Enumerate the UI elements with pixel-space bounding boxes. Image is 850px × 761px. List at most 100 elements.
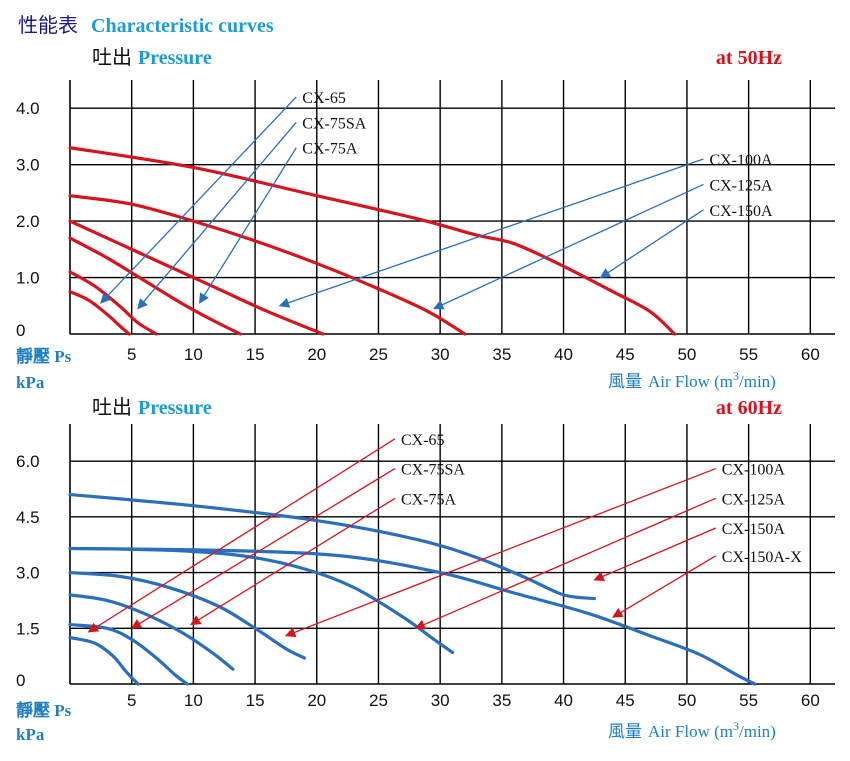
x-tick-label: 45 bbox=[616, 691, 635, 710]
x-tick-label: 55 bbox=[739, 345, 758, 364]
series-label: CX-150A bbox=[709, 203, 773, 220]
x-axis-label-tail: /min) bbox=[739, 372, 776, 391]
x-tick-label: 25 bbox=[369, 691, 388, 710]
chart-heading: 吐出 Pressure bbox=[92, 46, 212, 69]
label-arrow bbox=[100, 96, 297, 304]
series-label: CX-100A bbox=[709, 152, 773, 169]
label-arrow bbox=[414, 497, 717, 630]
series-label: CX-125A bbox=[722, 491, 786, 508]
x-tick-label: 30 bbox=[431, 345, 450, 364]
x-tick-label: 60 bbox=[801, 691, 820, 710]
x-axis-label-sup: 3 bbox=[733, 369, 739, 383]
x-axis-label-en: Air Flow (m bbox=[648, 722, 733, 741]
x-tick-label: 25 bbox=[369, 345, 388, 364]
y-tick-label: 1.0 bbox=[16, 269, 40, 288]
x-axis-label: 風量 Air Flow (m3/min) bbox=[608, 719, 776, 741]
series-line-cx-65 bbox=[68, 635, 140, 686]
label-arrow bbox=[599, 209, 704, 279]
y-tick-label: 2.0 bbox=[16, 212, 40, 231]
x-tick-label: 5 bbox=[127, 345, 136, 364]
x-axis-label-tail: /min) bbox=[739, 722, 776, 741]
y-tick-label: 4.5 bbox=[16, 508, 40, 527]
chart-heading-en: Pressure bbox=[138, 47, 212, 69]
x-tick-label: 10 bbox=[184, 691, 203, 710]
series-label: CX-75SA bbox=[302, 115, 366, 132]
series-label: CX-75SA bbox=[401, 462, 465, 479]
chart-heading-cjk: 吐出 bbox=[92, 46, 132, 69]
chart-heading-cjk: 吐出 bbox=[92, 396, 132, 419]
x-axis-label: 風量 Air Flow (m3/min) bbox=[608, 369, 776, 391]
series-label: CX-75A bbox=[302, 141, 358, 158]
page-title-cjk: 性能表 bbox=[18, 14, 78, 37]
y-axis-label: 靜壓 Ps bbox=[16, 700, 72, 720]
x-tick-label: 50 bbox=[677, 691, 696, 710]
x-tick-label: 35 bbox=[492, 691, 511, 710]
y-tick-label: 3.0 bbox=[16, 156, 40, 175]
series-line-cx-100a bbox=[68, 570, 307, 660]
x-tick-label: 45 bbox=[616, 345, 635, 364]
x-axis-label-en: Air Flow (m bbox=[648, 372, 733, 391]
x-tick-label: 60 bbox=[801, 345, 820, 364]
chart-heading-en: Pressure bbox=[138, 397, 212, 419]
x-tick-label: 15 bbox=[246, 691, 265, 710]
label-arrow bbox=[433, 183, 704, 310]
label-arrow bbox=[278, 158, 704, 308]
y-axis-label: 靜壓 Ps bbox=[16, 346, 72, 366]
x-tick-label: 5 bbox=[127, 691, 136, 710]
x-axis-label-sup: 3 bbox=[733, 719, 739, 733]
x-tick-label: 20 bbox=[307, 345, 326, 364]
series-line-cx-150a bbox=[68, 146, 677, 336]
x-tick-label: 50 bbox=[677, 345, 696, 364]
y-tick-label: 3.0 bbox=[16, 564, 40, 583]
series-line-cx-75a bbox=[68, 236, 242, 336]
x-tick-label: 35 bbox=[492, 345, 511, 364]
label-arrow bbox=[593, 527, 717, 582]
x-axis-label-cjk: 風量 bbox=[608, 722, 642, 741]
y-tick-label: 1.5 bbox=[16, 619, 40, 638]
label-arrow bbox=[284, 467, 717, 638]
series-label: CX-100A bbox=[722, 462, 786, 479]
label-arrow bbox=[137, 121, 297, 310]
series-line-cx-100a bbox=[68, 219, 325, 336]
frequency-label: at 50Hz bbox=[716, 47, 782, 69]
page-title-en: Characteristic curves bbox=[91, 15, 274, 37]
series-label: CX-150A-X bbox=[722, 549, 802, 566]
series-line-cx-75sa bbox=[68, 270, 158, 336]
series-label: CX-65 bbox=[401, 432, 445, 449]
series-label: CX-150A bbox=[722, 521, 786, 538]
label-arrow bbox=[130, 468, 396, 629]
label-arrow bbox=[199, 147, 297, 304]
x-tick-label: 10 bbox=[184, 345, 203, 364]
label-arrow bbox=[190, 497, 396, 626]
x-tick-label: 15 bbox=[246, 345, 265, 364]
series-line-cx-125a bbox=[68, 194, 467, 336]
x-tick-label: 40 bbox=[554, 691, 573, 710]
y-tick-label: 0 bbox=[16, 321, 25, 340]
label-arrow bbox=[612, 555, 717, 618]
series-label: CX-75A bbox=[401, 491, 457, 508]
y-axis-unit: kPa bbox=[16, 373, 45, 392]
series-line-cx-75sa bbox=[68, 622, 189, 686]
chart-heading: 吐出 Pressure bbox=[92, 396, 212, 419]
series-line-cx-150a-x bbox=[68, 546, 757, 686]
y-axis-unit: kPa bbox=[16, 725, 45, 744]
series-line-cx-65 bbox=[68, 290, 131, 336]
label-arrow bbox=[87, 438, 396, 633]
frequency-label: at 60Hz bbox=[716, 397, 782, 419]
page-title: 性能表 Characteristic curves bbox=[18, 14, 274, 37]
y-tick-label: 0 bbox=[16, 671, 25, 690]
x-tick-label: 30 bbox=[431, 691, 450, 710]
x-axis-label-cjk: 風量 bbox=[608, 372, 642, 391]
series-label: CX-65 bbox=[302, 90, 346, 107]
series-line-cx-75a bbox=[68, 593, 235, 671]
series-line-cx-150a bbox=[68, 492, 596, 601]
x-tick-label: 55 bbox=[739, 691, 758, 710]
y-tick-label: 4.0 bbox=[16, 99, 40, 118]
series-label: CX-125A bbox=[709, 177, 773, 194]
y-tick-label: 6.0 bbox=[16, 452, 40, 471]
x-tick-label: 40 bbox=[554, 345, 573, 364]
x-tick-label: 20 bbox=[307, 691, 326, 710]
